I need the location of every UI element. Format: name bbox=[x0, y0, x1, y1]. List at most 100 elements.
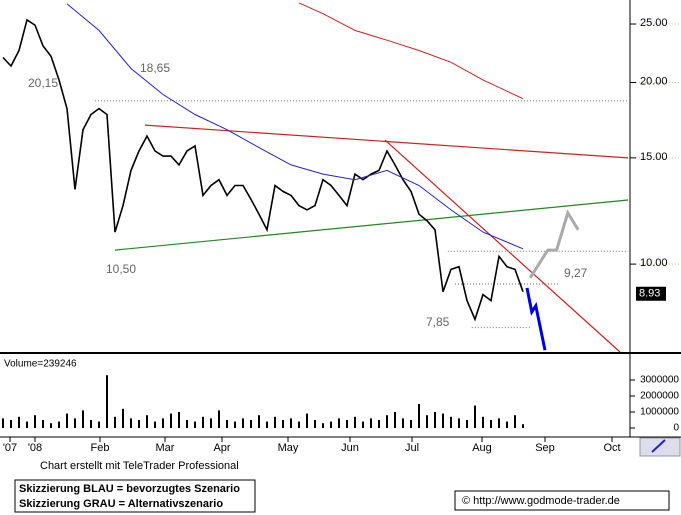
volume-bar bbox=[34, 415, 36, 428]
y-tick-label: 0 bbox=[673, 423, 679, 434]
volume-bar bbox=[290, 418, 292, 428]
x-tick-label: Feb bbox=[91, 442, 110, 454]
volume-bar bbox=[130, 418, 132, 428]
panel-title: Volume=239246 bbox=[4, 359, 77, 370]
tool-icon bbox=[651, 439, 666, 453]
legend-text: Skizzierung GRAU = Alternativszenario bbox=[19, 498, 223, 510]
volume-bar bbox=[178, 412, 180, 428]
volume-bar bbox=[298, 421, 300, 428]
y-tick-label: 10.00 bbox=[640, 257, 668, 269]
volume-bar bbox=[138, 420, 140, 428]
volume-bar bbox=[82, 410, 84, 428]
volume-bar bbox=[402, 418, 404, 428]
volume-bar bbox=[98, 421, 100, 428]
copyright-box bbox=[454, 490, 670, 511]
annotation: 9,27 bbox=[564, 266, 588, 280]
volume-bar bbox=[314, 420, 316, 428]
annotation: 7,85 bbox=[426, 315, 450, 329]
x-tick-label: Sep bbox=[535, 442, 555, 454]
volume-bar bbox=[458, 418, 460, 428]
y-tick-label: 25.00 bbox=[640, 17, 668, 29]
volume-bar bbox=[474, 405, 476, 428]
volume-bar bbox=[234, 421, 236, 428]
volume-bar bbox=[106, 375, 108, 428]
x-tick-label: Oct bbox=[603, 442, 620, 454]
volume-bar bbox=[346, 420, 348, 428]
x-tick-label: '08 bbox=[28, 442, 42, 454]
volume-bar bbox=[50, 423, 52, 428]
volume-bar bbox=[394, 412, 396, 428]
volume-bar bbox=[162, 418, 164, 428]
volume-bar bbox=[306, 413, 308, 428]
volume-bar bbox=[490, 420, 492, 428]
volume-bar bbox=[226, 420, 228, 428]
volume-bar bbox=[18, 416, 20, 428]
trend-line bbox=[384, 139, 621, 353]
x-tick-label: Mar bbox=[156, 442, 175, 454]
volume-bar bbox=[466, 420, 468, 428]
volume-bar bbox=[338, 418, 340, 428]
volume-bar bbox=[362, 421, 364, 428]
volume-bar bbox=[186, 420, 188, 428]
credit: Chart erstellt mit TeleTrader Profession… bbox=[40, 460, 239, 472]
volume-bar bbox=[274, 416, 276, 428]
volume-bar bbox=[218, 410, 220, 428]
volume-bar bbox=[282, 420, 284, 428]
volume-bar bbox=[2, 418, 4, 428]
price-line bbox=[66, 3, 524, 250]
x-tick-label: Apr bbox=[213, 442, 230, 454]
y-tick-label: 20.00 bbox=[640, 75, 668, 87]
volume-bar bbox=[354, 416, 356, 428]
volume-bar bbox=[370, 418, 372, 428]
x-tick-label: '07 bbox=[3, 442, 17, 454]
tool-icon bbox=[639, 437, 681, 457]
volume-bar bbox=[202, 416, 204, 428]
x-tick-label: Jun bbox=[341, 442, 359, 454]
legend-box bbox=[14, 479, 256, 513]
volume-bar bbox=[58, 421, 60, 428]
last-price-label: 8.93 bbox=[639, 288, 660, 300]
volume-bar bbox=[514, 415, 516, 428]
volume-bar bbox=[146, 415, 148, 428]
volume-bar bbox=[242, 418, 244, 428]
volume-bar bbox=[170, 413, 172, 428]
last-price-box bbox=[636, 286, 666, 301]
y-tick-label: 15.00 bbox=[640, 151, 668, 163]
volume-bar bbox=[522, 424, 524, 428]
volume-bar bbox=[410, 420, 412, 428]
volume-bar bbox=[154, 421, 156, 428]
x-tick-label: May bbox=[278, 442, 299, 454]
volume-bar bbox=[498, 418, 500, 428]
volume-bar bbox=[74, 418, 76, 428]
volume-bar bbox=[114, 416, 116, 428]
trend-line bbox=[525, 287, 547, 351]
annotation: 10,50 bbox=[106, 262, 136, 276]
price-line bbox=[2, 18, 524, 322]
volume-bar bbox=[506, 421, 508, 428]
y-tick-label: 2000000 bbox=[640, 391, 679, 402]
volume-bar bbox=[386, 415, 388, 428]
annotation: 18,65 bbox=[140, 61, 170, 75]
volume-bar bbox=[330, 421, 332, 428]
y-tick-label: 1000000 bbox=[640, 407, 679, 418]
volume-bar bbox=[378, 420, 380, 428]
volume-bar bbox=[10, 420, 12, 428]
price-line bbox=[298, 2, 524, 100]
volume-bar bbox=[426, 415, 428, 428]
trend-line bbox=[114, 199, 629, 251]
volume-bar bbox=[418, 404, 420, 428]
volume-bar bbox=[482, 416, 484, 428]
trend-line bbox=[528, 209, 580, 279]
volume-bar bbox=[434, 412, 436, 428]
volume-bar bbox=[442, 413, 444, 428]
volume-bar bbox=[210, 418, 212, 428]
volume-bar bbox=[450, 416, 452, 428]
volume-bar bbox=[90, 420, 92, 428]
volume-bar bbox=[250, 420, 252, 428]
volume-bar bbox=[26, 421, 28, 428]
x-tick-label: Jul bbox=[405, 442, 419, 454]
legend-text: Skizzierung BLAU = bevorzugtes Szenario bbox=[19, 483, 240, 495]
